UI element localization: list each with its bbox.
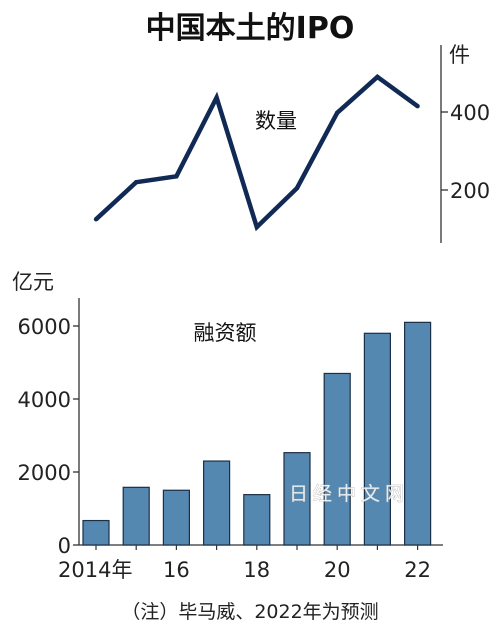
bar [162,489,190,546]
bar-panel: 亿元 融资额 0 2000 4000 6000 2014年 16 18 20 22 [12,270,443,582]
line-series-label: 数量 [255,109,297,133]
chart-title: 中国本土的IPO [146,11,355,46]
bar-series-label: 融资额 [194,321,257,345]
bar [122,486,150,546]
bar-unit-label: 亿元 [12,270,54,294]
bar-x-tick-label: 18 [243,558,270,582]
line-panel: 数量 件 200 400 [93,43,490,243]
line-point [294,185,300,191]
bar-y-tick-label: 0 [58,534,71,558]
bar [203,460,231,546]
bar [82,519,110,546]
bar [404,321,432,546]
bar [323,372,351,546]
line-unit-label: 件 [449,43,470,67]
line-point [254,224,259,230]
watermark: 日经中文网 [289,483,409,505]
line-y-tick-label: 200 [450,179,490,203]
bar-y-tick-label: 2000 [18,461,71,485]
bar-y-tick-label: 6000 [18,315,71,339]
bar [243,494,271,546]
line-series-count [94,74,419,232]
line-point [134,180,139,185]
line-point [415,103,420,109]
bar-y-tick-label: 4000 [18,388,71,412]
line-point [214,95,219,100]
bar-x-tick-label: 22 [404,558,431,582]
bar [363,332,391,546]
line-point [335,110,340,115]
line-point [93,217,99,222]
bar-x-tick-label: 2014年 [58,558,132,582]
line-point [375,74,380,80]
bar-x-tick-label: 16 [163,558,190,582]
source-note: （注）毕马威、2022年为预测 [121,601,378,623]
bar-x-tick-label: 20 [324,558,351,582]
line-point [174,174,179,179]
line-y-tick-label: 400 [450,101,490,125]
